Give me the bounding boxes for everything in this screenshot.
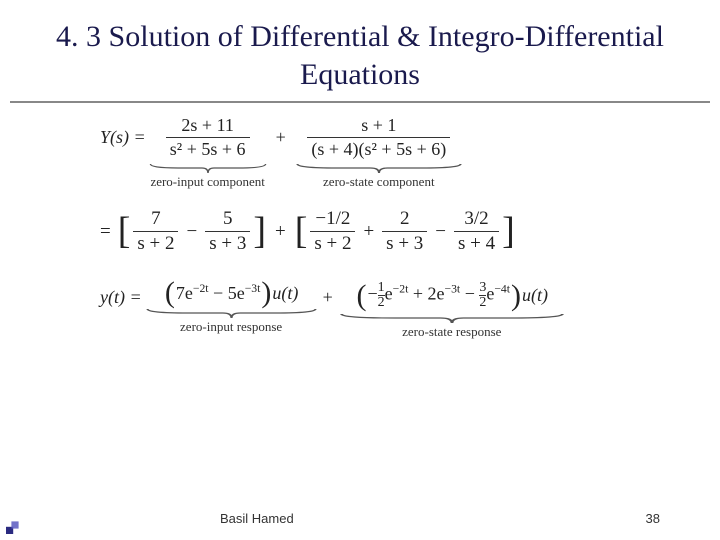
bracket-icon: ] <box>252 216 267 246</box>
eq2-g1-f1n: 7 <box>147 208 165 231</box>
eq3-plus: + <box>319 281 337 308</box>
eq1-t1-den: s² + 5s + 6 <box>166 137 250 160</box>
eq2-g2-f3n: 3/2 <box>460 208 492 231</box>
eq1-t1-num: 2s + 11 <box>177 115 238 137</box>
corner-accent-icon <box>6 516 24 534</box>
eq2-g2-m1: − <box>429 221 452 243</box>
bracket-icon: ] <box>501 216 516 246</box>
eq1-t2-label: zero-state component <box>323 174 435 190</box>
eq2-g1-f2d: s + 3 <box>205 231 250 255</box>
eq3-t1-label: zero-input response <box>180 319 282 335</box>
eq2-g2-f2d: s + 3 <box>382 231 427 255</box>
paren-icon: ) <box>260 281 272 305</box>
eq2-g2-f2n: 2 <box>396 208 414 231</box>
eq3-t2-label: zero-state response <box>402 324 501 340</box>
eq2-eq: = <box>100 221 117 243</box>
eq1-t2-num: s + 1 <box>357 115 400 137</box>
slide-title: 4. 3 Solution of Differential & Integro-… <box>10 0 710 103</box>
brace-icon <box>148 162 268 174</box>
bracket-icon: [ <box>294 216 309 246</box>
brace-icon <box>144 307 319 319</box>
eq1-t1-label: zero-input component <box>150 174 264 190</box>
eq2-g1-f1d: s + 2 <box>133 231 178 255</box>
eq3-t2-body: −12e−2t + 2e−3t − 32e−4t <box>368 281 511 310</box>
equation-1: Y(s) = 2s + 11 s² + 5s + 6 zero-input co… <box>100 115 640 190</box>
eq3-t1-ut: u(t) <box>272 283 298 304</box>
footer-author: Basil Hamed <box>220 511 294 526</box>
eq2-g2-f3d: s + 4 <box>454 231 499 255</box>
eq3-t1-a: 7e−2t − 5e−3t <box>176 282 261 304</box>
eq2-g1-f2n: 5 <box>219 208 237 231</box>
eq2-g1-minus: − <box>180 221 203 243</box>
eq2-g2-f1n: −1/2 <box>311 208 354 231</box>
eq3-lhs: y(t) = <box>100 281 144 308</box>
eq2-plus: + <box>267 221 294 243</box>
eq3-t2-ut: u(t) <box>522 285 548 306</box>
equation-3: y(t) = ( 7e−2t − 5e−3t ) u(t) zero-input… <box>100 281 640 340</box>
eq1-t2-den: (s + 4)(s² + 5s + 6) <box>307 137 450 160</box>
brace-icon <box>337 312 567 324</box>
eq1-plus: + <box>268 115 294 148</box>
slide-footer: Basil Hamed 38 <box>0 511 720 526</box>
bracket-icon: [ <box>117 216 132 246</box>
paren-icon: ( <box>356 284 368 308</box>
eq2-g2-f1d: s + 2 <box>310 231 355 255</box>
paren-icon: ) <box>510 284 522 308</box>
paren-icon: ( <box>164 281 176 305</box>
eq2-g2-p1: + <box>357 221 380 243</box>
footer-page-number: 38 <box>646 511 660 526</box>
equation-2: = [ 7s + 2 − 5s + 3 ] + [ −1/2s + 2 + 2s… <box>100 208 640 255</box>
slide-content: Y(s) = 2s + 11 s² + 5s + 6 zero-input co… <box>0 107 720 340</box>
brace-icon <box>294 162 464 174</box>
eq1-lhs: Y(s) = <box>100 115 148 148</box>
